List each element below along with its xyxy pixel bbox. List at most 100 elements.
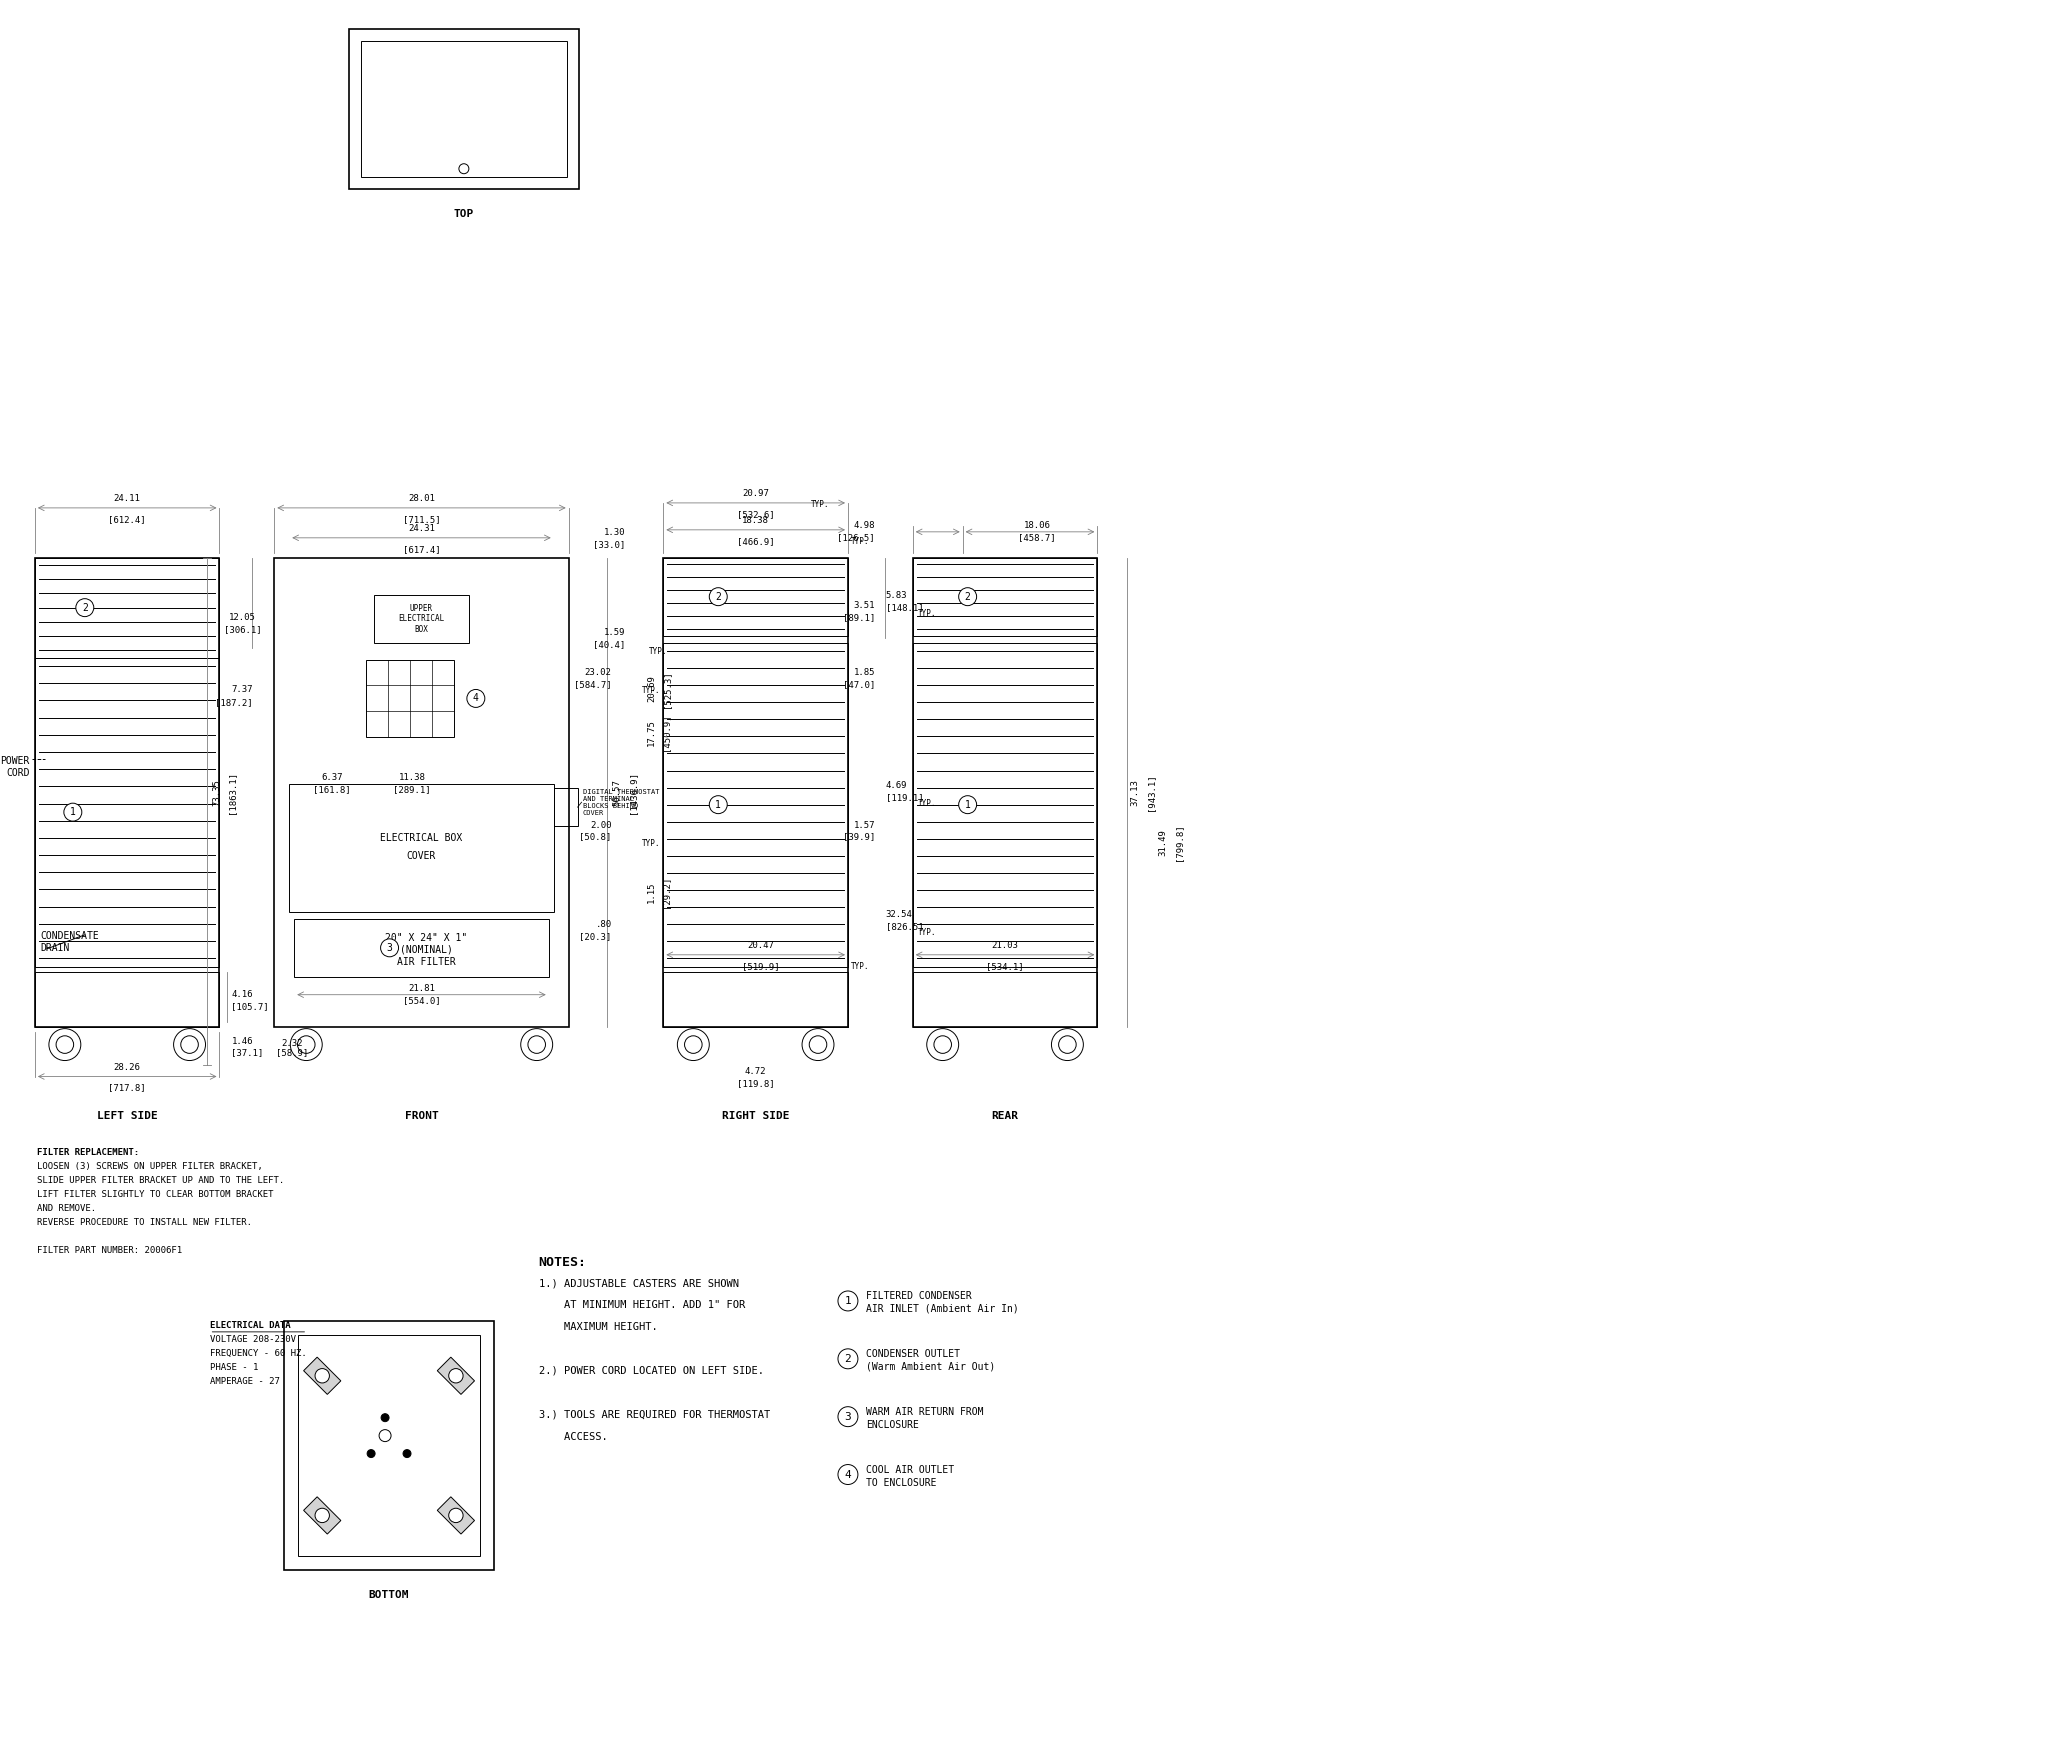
- Text: [717.8]: [717.8]: [109, 1083, 145, 1092]
- Bar: [285, 1321, 494, 1571]
- Circle shape: [381, 1413, 389, 1422]
- Circle shape: [49, 1029, 80, 1060]
- Bar: [303, 1357, 340, 1394]
- Text: [40.4]: [40.4]: [594, 639, 625, 650]
- Text: 2: 2: [715, 592, 721, 601]
- Circle shape: [838, 1464, 858, 1485]
- Text: 1.46: 1.46: [231, 1036, 254, 1046]
- Text: 24.11: 24.11: [115, 494, 141, 503]
- Text: 4.72: 4.72: [745, 1067, 766, 1076]
- Text: COOL AIR OUTLET: COOL AIR OUTLET: [866, 1464, 954, 1474]
- Text: TYP.: TYP.: [649, 646, 668, 657]
- Text: MAXIMUM HEIGHT.: MAXIMUM HEIGHT.: [539, 1322, 657, 1331]
- Text: TYP.: TYP.: [918, 610, 936, 618]
- Text: REAR: REAR: [991, 1111, 1018, 1122]
- Text: [39.9]: [39.9]: [842, 833, 874, 842]
- Text: 6.37: 6.37: [322, 772, 342, 781]
- Text: FREQUENCY - 60 HZ.: FREQUENCY - 60 HZ.: [209, 1349, 307, 1357]
- Bar: [664, 557, 848, 636]
- Text: 1: 1: [965, 800, 971, 809]
- Bar: [913, 971, 1098, 1027]
- Bar: [438, 1497, 475, 1534]
- Text: TOP: TOP: [455, 208, 473, 218]
- Circle shape: [315, 1508, 330, 1523]
- Text: ACCESS.: ACCESS.: [539, 1431, 608, 1441]
- Text: [29.2]: [29.2]: [662, 875, 670, 908]
- Text: RIGHT SIDE: RIGHT SIDE: [721, 1111, 788, 1122]
- Circle shape: [403, 1450, 412, 1457]
- Text: AIR INLET (Ambient Air In): AIR INLET (Ambient Air In): [866, 1303, 1018, 1314]
- Bar: [35, 971, 219, 1027]
- Bar: [289, 784, 553, 912]
- Text: AMPERAGE - 27: AMPERAGE - 27: [209, 1377, 279, 1385]
- Bar: [299, 1335, 479, 1557]
- Text: LIFT FILTER SLIGHTLY TO CLEAR BOTTOM BRACKET: LIFT FILTER SLIGHTLY TO CLEAR BOTTOM BRA…: [37, 1190, 274, 1198]
- Text: 1.57: 1.57: [854, 821, 874, 830]
- Text: 21.03: 21.03: [991, 942, 1018, 950]
- Circle shape: [449, 1368, 463, 1384]
- Text: ELECTRICAL BOX: ELECTRICAL BOX: [381, 833, 463, 844]
- Circle shape: [449, 1508, 463, 1523]
- Circle shape: [291, 1029, 322, 1060]
- Text: [711.5]: [711.5]: [403, 515, 440, 524]
- Text: [119.1]: [119.1]: [887, 793, 924, 802]
- Text: 17.75: 17.75: [647, 720, 655, 746]
- Bar: [375, 594, 469, 643]
- Text: (Warm Ambient Air Out): (Warm Ambient Air Out): [866, 1363, 995, 1371]
- Text: 3: 3: [844, 1412, 852, 1422]
- Text: 4.98: 4.98: [854, 521, 874, 531]
- Circle shape: [381, 938, 399, 957]
- Circle shape: [838, 1406, 858, 1427]
- Text: 3.) TOOLS ARE REQUIRED FOR THERMOSTAT: 3.) TOOLS ARE REQUIRED FOR THERMOSTAT: [539, 1410, 770, 1420]
- Text: 20.69: 20.69: [647, 676, 655, 702]
- Text: 28.26: 28.26: [115, 1062, 141, 1071]
- Text: 2.) POWER CORD LOCATED ON LEFT SIDE.: 2.) POWER CORD LOCATED ON LEFT SIDE.: [539, 1366, 764, 1377]
- Text: FILTER PART NUMBER: 20006F1: FILTER PART NUMBER: 20006F1: [37, 1246, 182, 1254]
- Text: [161.8]: [161.8]: [313, 784, 350, 793]
- Circle shape: [367, 1450, 375, 1457]
- Text: [33.0]: [33.0]: [594, 540, 625, 549]
- Text: SLIDE UPPER FILTER BRACKET UP AND TO THE LEFT.: SLIDE UPPER FILTER BRACKET UP AND TO THE…: [37, 1176, 285, 1184]
- Circle shape: [678, 1029, 709, 1060]
- Text: 1.85: 1.85: [854, 667, 874, 678]
- Text: [20.3]: [20.3]: [580, 933, 612, 942]
- Text: [187.2]: [187.2]: [215, 697, 252, 708]
- Text: 21.81: 21.81: [408, 984, 434, 994]
- Text: [612.4]: [612.4]: [109, 515, 145, 524]
- Text: 1: 1: [715, 800, 721, 809]
- Bar: [348, 30, 580, 189]
- Text: AIR FILTER: AIR FILTER: [397, 957, 457, 966]
- Text: 2: 2: [844, 1354, 852, 1364]
- Text: .80: .80: [596, 921, 612, 929]
- Text: 73.35: 73.35: [213, 779, 221, 805]
- Circle shape: [958, 587, 977, 606]
- Text: 2.32: 2.32: [281, 1039, 303, 1048]
- Text: 2: 2: [82, 603, 88, 613]
- Text: 1.30: 1.30: [604, 528, 625, 538]
- Bar: [367, 660, 455, 737]
- Text: [532.6]: [532.6]: [737, 510, 774, 519]
- Text: [126.5]: [126.5]: [838, 533, 874, 542]
- Text: CONDENSER OUTLET: CONDENSER OUTLET: [866, 1349, 961, 1359]
- Text: 2: 2: [965, 592, 971, 601]
- Text: [58.9]: [58.9]: [276, 1048, 309, 1057]
- Bar: [274, 557, 569, 1027]
- Text: TYP.: TYP.: [850, 536, 870, 545]
- Text: TYP.: TYP.: [641, 687, 659, 695]
- Text: TYP.: TYP.: [918, 928, 936, 938]
- Text: 37.13: 37.13: [1130, 779, 1141, 805]
- Text: 5.83: 5.83: [887, 590, 907, 601]
- Text: CONDENSATE
DRAIN: CONDENSATE DRAIN: [39, 931, 98, 952]
- Circle shape: [63, 804, 82, 821]
- Text: VOLTAGE 208-230V: VOLTAGE 208-230V: [209, 1335, 295, 1343]
- Bar: [35, 557, 219, 1027]
- Text: 1.15: 1.15: [647, 880, 655, 903]
- Text: DIGITAL THERMOSTAT
AND TERMINAL
BLOCKS BEHIND
COVER: DIGITAL THERMOSTAT AND TERMINAL BLOCKS B…: [582, 788, 659, 816]
- Text: 3: 3: [387, 943, 393, 952]
- Bar: [913, 557, 1098, 1027]
- Text: 20.97: 20.97: [741, 489, 770, 498]
- Text: NOTES:: NOTES:: [539, 1256, 586, 1268]
- Bar: [664, 557, 848, 1027]
- Text: BOTTOM: BOTTOM: [369, 1590, 410, 1600]
- Text: WARM AIR RETURN FROM: WARM AIR RETURN FROM: [866, 1406, 983, 1417]
